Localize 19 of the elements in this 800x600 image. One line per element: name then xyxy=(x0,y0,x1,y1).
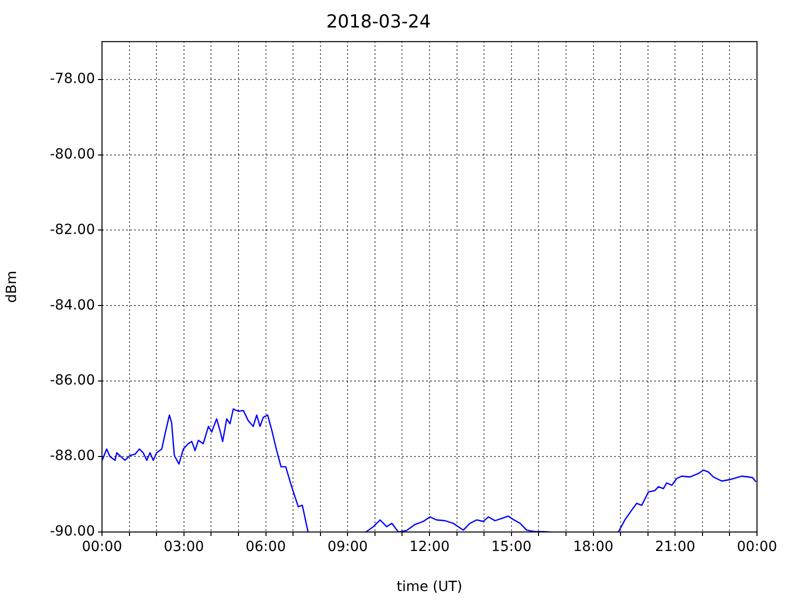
x-tick-label: 15:00 xyxy=(491,539,532,556)
y-tick-label: -78.00 xyxy=(50,70,95,87)
x-tick-label: 00:00 xyxy=(82,539,122,556)
x-tick-label: 21:00 xyxy=(654,539,696,556)
y-tick-label: -90.00 xyxy=(50,524,95,540)
y-tick-label: -80.00 xyxy=(50,146,95,162)
y-tick-label: -88.00 xyxy=(50,448,95,464)
x-tick-label: 03:00 xyxy=(164,539,204,556)
x-tick-label: 06:00 xyxy=(246,539,286,556)
x-tick-label: 18:00 xyxy=(573,539,614,556)
y-axis-title: dBm xyxy=(4,270,20,303)
y-tick-label: -82.00 xyxy=(50,222,95,238)
x-tick-label: 00:00 xyxy=(736,539,778,556)
y-tick-label: -84.00 xyxy=(50,297,95,314)
y-tick-label: -86.00 xyxy=(50,372,95,389)
chart-title: 2018-03-24 xyxy=(326,11,431,32)
x-tick-label: 12:00 xyxy=(409,539,450,556)
x-axis-title: time (UT) xyxy=(396,579,462,596)
x-tick-label: 09:00 xyxy=(327,539,368,556)
